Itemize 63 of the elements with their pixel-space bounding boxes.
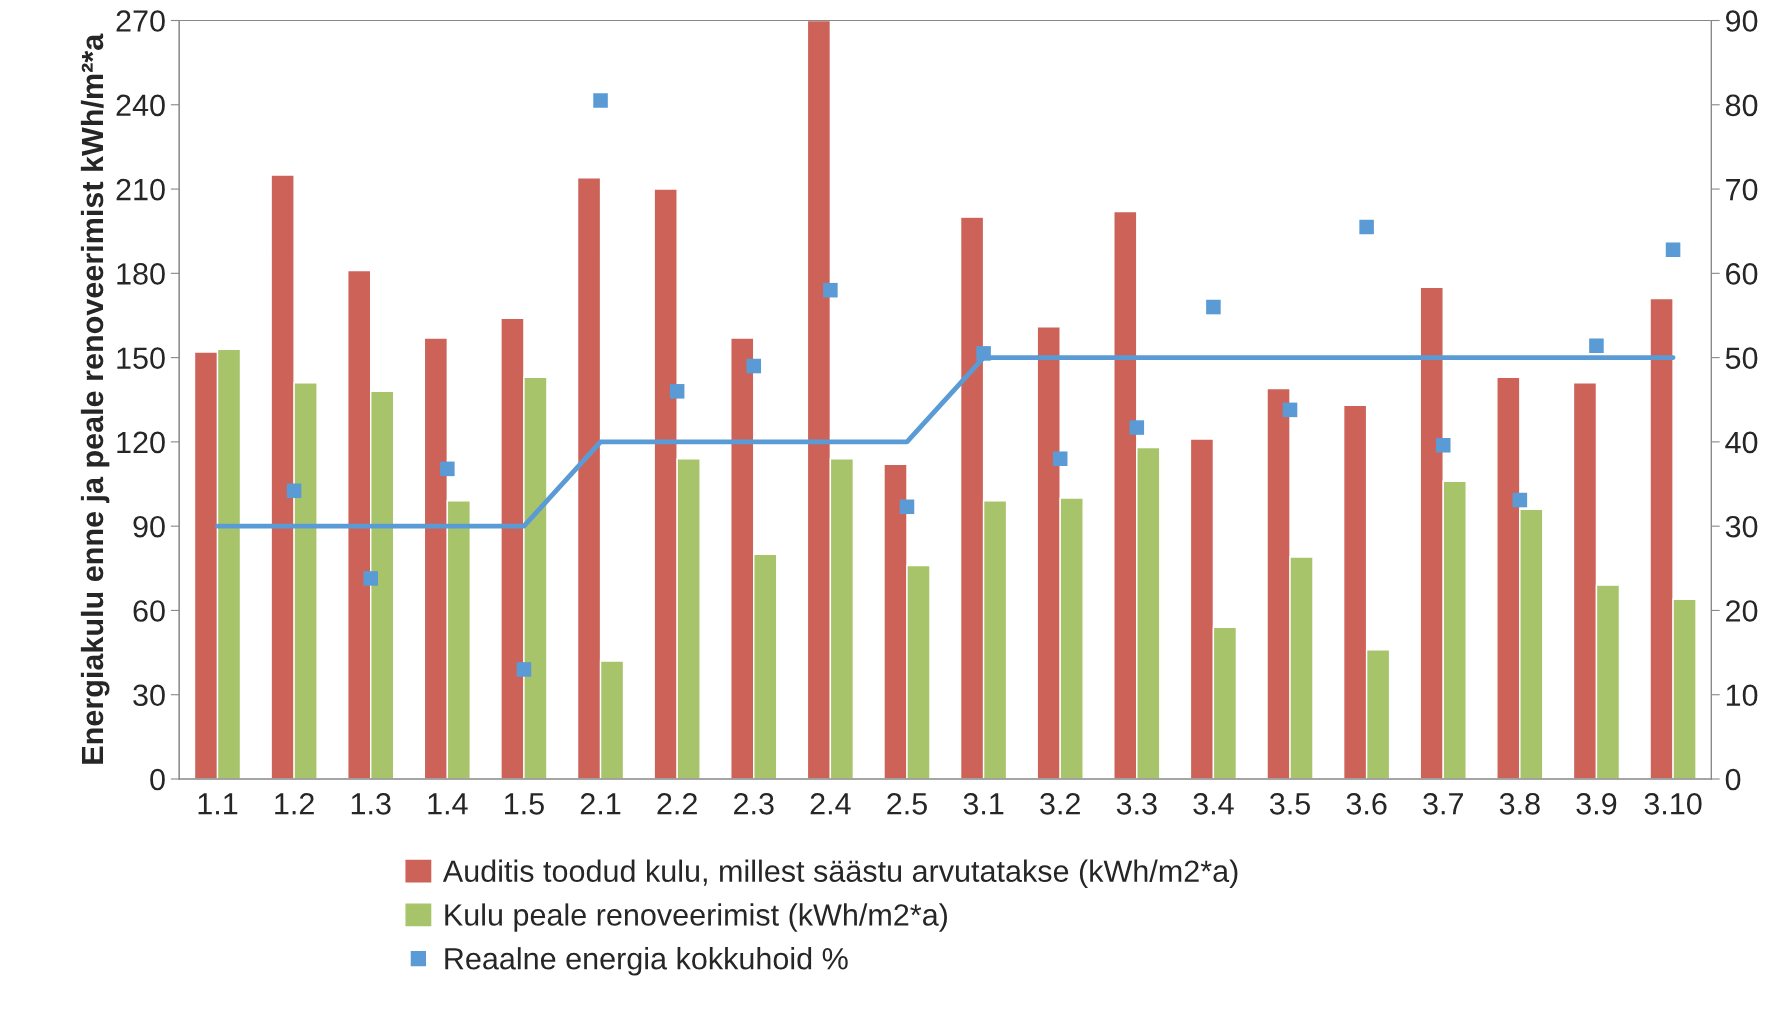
x-tick-label: 3.6	[1346, 793, 1387, 815]
legend-label: Reaalne energia kokkuhoid %	[445, 947, 848, 976]
x-tick-label: 3.5	[1269, 793, 1310, 815]
y2-tick-label: 50	[1725, 347, 1758, 369]
x-tick-label: 2.5	[887, 793, 927, 815]
legend-label: Kulu peale renoveerimist (kWh/m2*a)	[445, 903, 947, 932]
y2-tick-label: 70	[1726, 178, 1758, 201]
y-tick-label: 240	[116, 94, 165, 117]
x-tick-label: 3.7	[1423, 793, 1463, 815]
point	[1052, 451, 1068, 467]
point	[593, 93, 608, 108]
x-tick-label: 3.3	[1116, 793, 1157, 815]
point	[823, 282, 838, 298]
point	[1435, 437, 1451, 453]
point	[746, 358, 762, 374]
legend-label: Auditis toodud kulu, millest säästu arvutatakse (kWh/m2*a)	[442, 859, 1238, 889]
y-axis-title: Energiakulu enne ja peale renoveerimist kWh/m²*a	[80, 33, 110, 764]
y2-tick-label: 90	[1725, 10, 1758, 32]
x-tick-label: 2.4	[810, 793, 851, 815]
x-tick-label: 1.2	[275, 793, 314, 815]
point	[976, 346, 991, 361]
x-tick-label: 1.5	[505, 793, 544, 815]
x-tick-label: 2.3	[734, 793, 774, 815]
point	[1665, 242, 1681, 258]
point	[1589, 338, 1604, 354]
y-tick-label: 0	[150, 768, 165, 791]
y2-tick-label: 10	[1726, 684, 1758, 707]
point	[1206, 299, 1221, 315]
y-tick-label: 270	[116, 10, 165, 32]
point	[363, 571, 378, 586]
point	[286, 483, 302, 499]
x-tick-label: 3.10	[1644, 793, 1702, 815]
x-tick-label: 2.2	[657, 793, 697, 815]
y2-tick-label: 80	[1725, 94, 1758, 117]
x-tick-label: 2.1	[580, 793, 621, 815]
x-tick-label: 3.9	[1576, 793, 1617, 815]
x-tick-label: 3.2	[1040, 793, 1080, 815]
y-tick-label: 210	[116, 178, 165, 201]
point	[669, 384, 685, 399]
point	[1282, 402, 1298, 418]
x-tick-label: 1.3	[351, 793, 391, 815]
y2-tick-label: 20	[1726, 600, 1758, 622]
x-tick-label: 3.4	[1193, 793, 1234, 815]
point	[899, 499, 915, 515]
y-tick-label: 90	[133, 515, 165, 538]
y-tick-label: 180	[117, 263, 165, 285]
point	[440, 461, 455, 477]
y2-tick-label: 30	[1725, 515, 1758, 538]
y-tick-label: 120	[117, 431, 165, 454]
x-tick-label: 1.4	[428, 793, 468, 815]
y2-tick-label: 0	[1725, 768, 1741, 791]
y-tick-label: 60	[133, 600, 165, 622]
x-tick-label: 3.8	[1499, 793, 1540, 815]
x-tick-label: 1.1	[198, 793, 238, 815]
point	[516, 662, 532, 677]
y2-tick-label: 40	[1725, 431, 1758, 454]
y-tick-label: 150	[117, 347, 165, 369]
x-tick-label: 3.1	[963, 793, 1004, 815]
y-tick-label: 30	[133, 684, 165, 707]
point	[1129, 420, 1145, 435]
point	[1359, 219, 1374, 235]
point	[1512, 492, 1528, 508]
y2-tick-label: 60	[1726, 263, 1758, 285]
